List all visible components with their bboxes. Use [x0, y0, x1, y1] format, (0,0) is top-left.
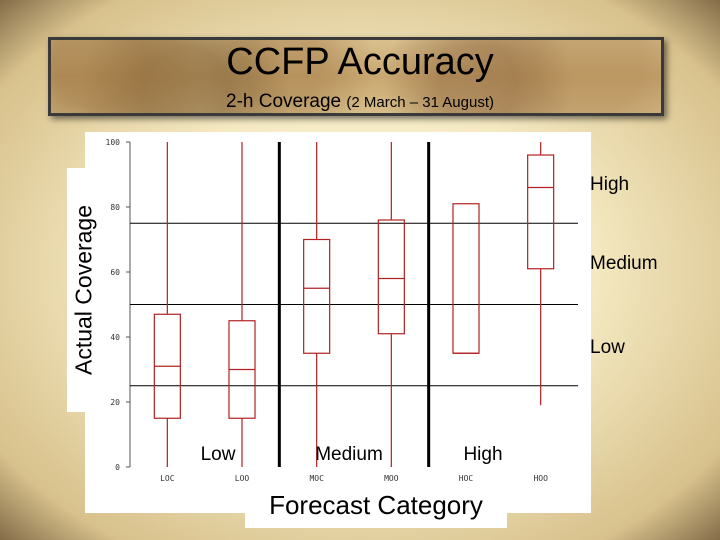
x-tick-label: HOC [459, 474, 474, 483]
subtitle-date-range: (2 March – 31 August) [346, 94, 494, 111]
x-tick-label: LOC [160, 474, 175, 483]
band-label-high: High [590, 174, 630, 195]
y-tick-label: 80 [110, 203, 120, 212]
title-panel [48, 37, 664, 116]
x-axis-label: Forecast Category [269, 490, 483, 520]
box-iqr [377, 219, 405, 335]
box-iqr [452, 203, 480, 354]
page-subtitle: 2-h Coverage (2 March – 31 August) [0, 91, 720, 113]
x-tick-label: LOO [235, 474, 250, 483]
band-label-low: Low [590, 337, 625, 358]
band-label-medium: Medium [590, 253, 658, 274]
y-tick-label: 20 [110, 398, 120, 407]
box-iqr [303, 238, 331, 354]
x-axis-label-box [245, 488, 507, 528]
x-tick-label: MOO [384, 474, 399, 483]
group-label-high: High [463, 444, 503, 465]
y-tick-label: 40 [110, 333, 120, 342]
x-tick-label: MOC [309, 474, 324, 483]
y-axis-label-box [67, 168, 101, 412]
x-tick-label: HOO [533, 474, 548, 483]
y-tick-label: 0 [115, 463, 120, 472]
chart-panel [85, 132, 591, 513]
y-tick-label: 100 [106, 138, 121, 147]
page-title: CCFP Accuracy [226, 41, 494, 83]
y-tick-label: 60 [110, 268, 120, 277]
group-label-medium: Medium [315, 444, 383, 465]
subtitle-main: 2-h Coverage [226, 91, 342, 112]
group-label-low: Low [200, 444, 236, 465]
box-iqr [527, 154, 555, 270]
